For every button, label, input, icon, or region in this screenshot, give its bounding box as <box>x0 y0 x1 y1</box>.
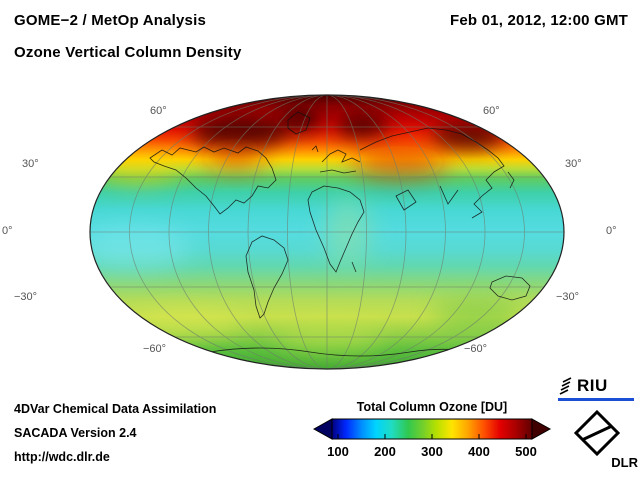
colorbar-arrow-left <box>312 418 333 440</box>
dlr-logo: DLR <box>572 410 638 470</box>
colorbar-tick-300: 300 <box>421 444 443 459</box>
footer-url: http://wdc.dlr.de <box>14 450 110 464</box>
colorbar-tick-400: 400 <box>468 444 490 459</box>
colorbar-tick-200: 200 <box>374 444 396 459</box>
dlr-logo-icon <box>574 410 620 456</box>
colorbar <box>312 418 552 440</box>
lat-label-right-0: 0° <box>606 225 617 237</box>
lat-label-left-60: 60° <box>150 105 167 117</box>
colorbar-tick-100: 100 <box>327 444 349 459</box>
colorbar-ticks <box>337 434 527 439</box>
map-outline <box>89 94 565 370</box>
coastlines <box>149 111 531 357</box>
colorbar-tick-500: 500 <box>515 444 537 459</box>
footer-assimilation: 4DVar Chemical Data Assimilation <box>14 402 217 416</box>
colorbar-arrow-right <box>531 418 552 440</box>
lat-label-right-60: 60° <box>483 105 500 117</box>
riu-logo: RIU <box>558 376 634 401</box>
lat-label-right-m60: −60° <box>464 343 488 355</box>
footer-version: SACADA Version 2.4 <box>14 426 137 440</box>
lat-label-left-30: 30° <box>22 158 39 170</box>
lat-label-left-0: 0° <box>2 225 13 237</box>
lat-label-right-m30: −30° <box>556 291 580 303</box>
riu-logo-icon <box>559 377 572 395</box>
dlr-logo-text: DLR <box>611 455 638 470</box>
page-subtitle: Ozone Vertical Column Density <box>14 44 242 61</box>
timestamp: Feb 01, 2012, 12:00 GMT <box>449 12 628 29</box>
lat-label-left-m30: −30° <box>14 291 38 303</box>
lat-label-right-30: 30° <box>565 158 582 170</box>
riu-logo-text: RIU <box>577 376 608 395</box>
page-title: GOME−2 / MetOp Analysis <box>14 12 207 29</box>
colorbar-title: Total Column Ozone [DU] <box>356 400 508 414</box>
lat-label-left-m60: −60° <box>143 343 167 355</box>
